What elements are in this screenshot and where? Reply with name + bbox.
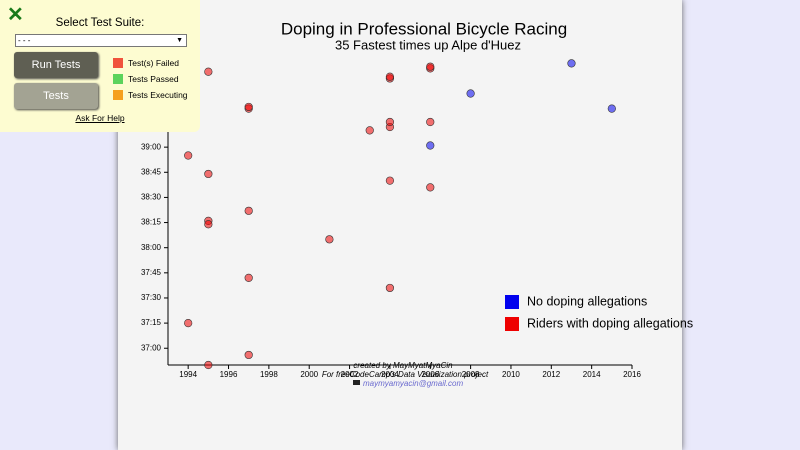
status-swatch (113, 74, 123, 84)
y-tick-label: 37:15 (141, 318, 162, 327)
data-point (385, 117, 395, 127)
legend-label: No doping allegations (527, 294, 647, 308)
test-panel: ✕ Select Test Suite: - - - ▼ Run Tests Te… (0, 0, 200, 132)
y-tick-label: 38:45 (141, 167, 162, 176)
legend-swatch (505, 295, 519, 309)
data-point (385, 72, 395, 81)
data-point (466, 89, 475, 98)
x-tick-label: 2010 (502, 370, 520, 379)
data-point (204, 360, 213, 370)
tests-button[interactable]: Tests (14, 83, 98, 109)
x-tick-label: 2002 (341, 370, 359, 379)
data-point (385, 176, 395, 185)
help-link[interactable]: Ask For Help (75, 113, 125, 123)
status-swatch (113, 90, 123, 100)
y-tick-label: 37:30 (141, 293, 162, 302)
close-button[interactable]: ✕ (7, 4, 24, 26)
x-tick-label: 2000 (300, 370, 318, 379)
footer-email[interactable]: maymyamyacin@gmail.com (363, 379, 463, 388)
data-point (204, 67, 213, 76)
data-point (184, 151, 193, 160)
run-tests-button[interactable]: Run Tests (14, 52, 98, 78)
y-tick-label: 38:00 (141, 243, 162, 252)
status-label: Tests Executing (128, 90, 188, 100)
data-point (426, 183, 435, 192)
mail-icon (353, 380, 360, 385)
x-tick-label: 1998 (260, 370, 278, 379)
status-label: Tests Passed (128, 74, 179, 84)
x-tick-label: 1994 (179, 370, 197, 379)
x-tick-label: 2008 (462, 370, 480, 379)
data-point (567, 59, 576, 68)
select-label: Select Test Suite: (55, 17, 145, 29)
status-label: Test(s) Failed (128, 58, 180, 68)
y-tick-label: 37:45 (141, 268, 162, 277)
x-tick-label: 1996 (220, 370, 238, 379)
legend-swatch (505, 317, 519, 331)
data-point (204, 169, 213, 179)
data-point (184, 319, 193, 328)
data-point (365, 126, 374, 135)
data-point (426, 62, 435, 71)
data-point (385, 283, 395, 293)
data-point (426, 141, 435, 150)
select-value: - - - (18, 36, 31, 45)
x-tick-label: 2006 (421, 370, 439, 379)
x-tick-label: 2012 (542, 370, 560, 379)
data-point (607, 104, 616, 113)
data-point (325, 235, 334, 244)
chart-title: Doping in Professional Bicycle Racing (281, 19, 567, 38)
x-tick-label: 2014 (583, 370, 601, 379)
footer-credit: created by MayMyatMyaCin (353, 361, 453, 370)
footer-project: For freeCodeCamp's Data Visualization pr… (322, 370, 489, 379)
data-point (426, 117, 435, 127)
y-tick-label: 38:15 (141, 218, 162, 227)
data-point (244, 206, 253, 215)
chart-subtitle: 35 Fastest times up Alpe d'Huez (335, 37, 521, 52)
data-point (244, 350, 253, 360)
y-tick-label: 39:00 (141, 142, 162, 151)
suite-select[interactable]: - - - ▼ (15, 34, 187, 47)
legend-label: Riders with doping allegations (527, 316, 693, 330)
status-swatch (113, 58, 123, 68)
data-point (244, 102, 253, 112)
y-tick-label: 38:30 (141, 193, 162, 202)
x-tick-label: 2016 (623, 370, 641, 379)
data-point (244, 273, 253, 282)
select-arrow: ▼ (176, 37, 183, 44)
y-tick-label: 37:00 (141, 343, 162, 352)
x-tick-label: 2004 (381, 370, 399, 379)
data-point (204, 220, 213, 229)
